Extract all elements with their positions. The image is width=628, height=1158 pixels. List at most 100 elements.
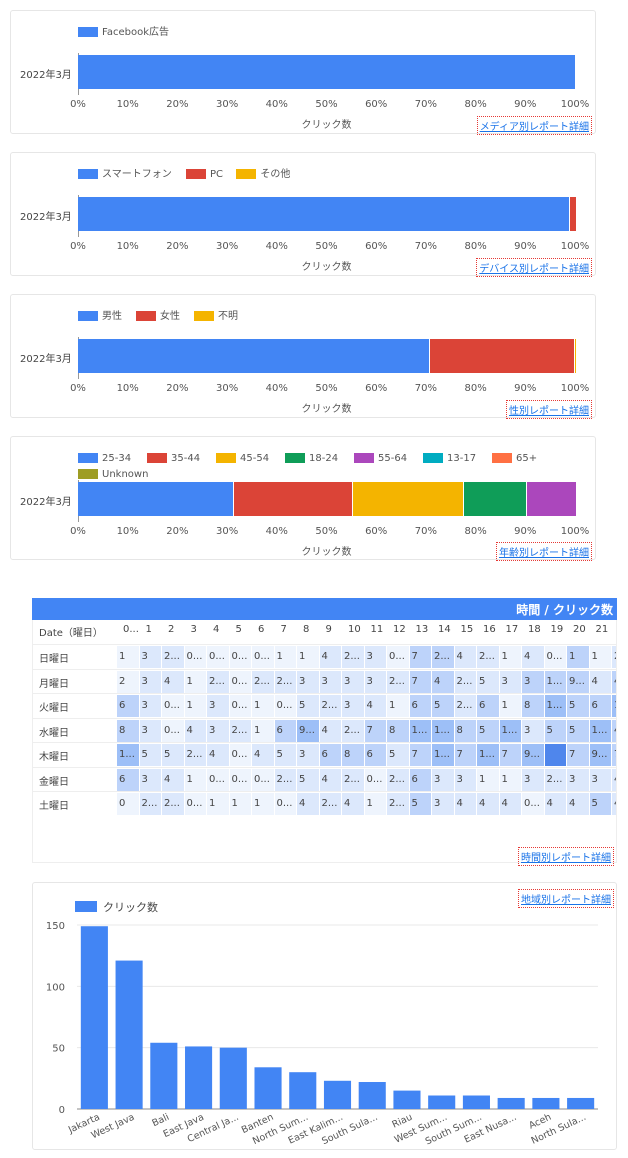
legend-label: その他 (260, 169, 291, 180)
heatmap-cell: 1... (589, 719, 611, 742)
heatmap-cell: 2... (319, 793, 341, 815)
heatmap-cell: 4 (252, 744, 274, 766)
legend-swatch (285, 453, 305, 463)
heatmap-cell: 0... (207, 646, 229, 668)
legend-item: スマートフォン (78, 169, 172, 181)
heatmap-cell: 4 (432, 670, 454, 693)
x-tick-label: 70% (414, 241, 438, 252)
heatmap-cell: 9... (589, 744, 611, 766)
bar-segment (78, 197, 570, 231)
x-tick-label: 90% (514, 383, 537, 394)
heatmap-cell: 3 (522, 719, 544, 742)
hour-header: 10 (348, 624, 361, 635)
heatmap-cell: 3 (432, 793, 454, 815)
legend-swatch (78, 27, 98, 37)
heatmap-cell: 5 (477, 670, 499, 693)
weekday-label: 火曜日 (39, 703, 69, 714)
heatmap-cell: 0... (387, 646, 409, 668)
legend-label: PC (210, 169, 224, 180)
x-tick-label: 40% (265, 383, 288, 394)
heatmap-cell: 0... (162, 695, 184, 717)
hour-header: 17 (505, 624, 519, 635)
bar (567, 1097, 595, 1109)
heatmap-cell: 3 (207, 695, 229, 717)
x-tick-label: 70% (414, 383, 438, 394)
hour-header: 2 (168, 624, 175, 635)
heatmap-cell: 2... (342, 768, 364, 791)
heatmap-cell: 3 (139, 646, 161, 668)
weekday-label: 水曜日 (39, 727, 69, 739)
heatmap-cell: 1 (499, 646, 521, 668)
heatmap-cell: 2... (342, 719, 364, 742)
legend-label: 65+ (516, 453, 538, 464)
heatmap-cell: 8 (522, 695, 544, 717)
heatmap-cell: 4 (207, 744, 229, 766)
heatmap-cell: 0... (274, 793, 296, 815)
x-tick-label: 20% (166, 99, 189, 110)
legend-label: クリック数 (103, 901, 158, 914)
x-tick-label: 60% (365, 526, 388, 537)
legend-swatch (236, 169, 257, 179)
bar (80, 926, 108, 1109)
legend-item: 25-34 (78, 453, 131, 465)
weekday-label: 木曜日 (39, 752, 69, 763)
heatmap-cell: 6 (477, 695, 499, 717)
report-detail-link[interactable]: 年齢別レポート詳細 (496, 542, 592, 561)
x-tick-label: 90% (514, 241, 537, 252)
hour-header: 12 (393, 624, 406, 635)
y-tick-label: 150 (46, 921, 65, 932)
heatmap-cell: 5 (274, 744, 296, 766)
heatmap-cell: 8 (117, 719, 139, 742)
heatmap-cell: 0... (544, 646, 566, 668)
bar-segment (78, 55, 575, 89)
report-detail-link[interactable]: デバイス別レポート詳細 (476, 258, 592, 277)
heatmap-cell: 2... (319, 695, 341, 717)
heatmap-cell: 4 (522, 646, 544, 668)
report-detail-link[interactable]: メディア別レポート詳細 (476, 116, 592, 135)
hour-header: 18 (528, 624, 541, 635)
region-report-link[interactable]: 地域別レポート詳細 (518, 889, 614, 908)
bar (115, 960, 143, 1109)
heatmap-cell: 4 (499, 793, 521, 815)
hour-header: 8 (303, 624, 310, 635)
heatmap-cell: 2... (274, 670, 296, 693)
report-detail-link[interactable]: 性別レポート詳細 (506, 400, 592, 419)
heatmap-cell: 3 (297, 670, 319, 693)
heatmap-cell: 6 (589, 695, 611, 717)
heatmap-cell: 2... (387, 793, 409, 815)
x-tick-label: 100% (560, 99, 590, 110)
hourly-report-link[interactable]: 時間別レポート詳細 (518, 847, 614, 866)
bar (185, 1046, 213, 1109)
heatmap-cell: 3 (139, 719, 161, 742)
heatmap-cell: 3 (567, 768, 589, 791)
heatmap-cell: 2... (229, 719, 251, 742)
heatmap-cell: 2... (454, 670, 476, 693)
heatmap-cell: 4 (612, 670, 616, 693)
heatmap-cell: 6 (364, 744, 386, 766)
legend-label: 女性 (160, 311, 180, 322)
heatmap-cell: 5 (567, 719, 589, 742)
x-axis-title: クリック数 (301, 404, 352, 415)
heatmap-cell: 0... (207, 768, 229, 791)
x-axis-title: クリック数 (301, 547, 352, 558)
heatmap-cell: 1 (207, 793, 229, 815)
heatmap-cell: 5 (409, 793, 431, 815)
heatmap-cell: 3 (522, 768, 544, 791)
bar (289, 1072, 317, 1109)
heatmap-cell: 4 (162, 670, 184, 693)
row-label: 2022年3月 (20, 354, 72, 365)
heatmap-cell: 1... (117, 744, 139, 766)
heatmap-cell: 1... (544, 670, 566, 693)
heatmap-cell: 3 (499, 670, 521, 693)
weekday-label: 月曜日 (39, 678, 69, 690)
legend-swatch (147, 453, 167, 463)
hour-header: 3 (190, 624, 197, 635)
bar (393, 1090, 421, 1109)
bar (219, 1047, 247, 1109)
legend-item: Facebook広告 (78, 27, 169, 39)
heatmap-row: 土曜日 0 2... 2... 0... 1 1 1 0... 4 2... 4 1 2... 5 3 4 4 4 0… (33, 791, 616, 815)
heatmap-cell: 6 (409, 768, 431, 791)
heatmap-cell: 0... (252, 768, 274, 791)
heatmap-cell: 2... (454, 695, 476, 717)
heatmap-cell: 1 (184, 670, 206, 693)
